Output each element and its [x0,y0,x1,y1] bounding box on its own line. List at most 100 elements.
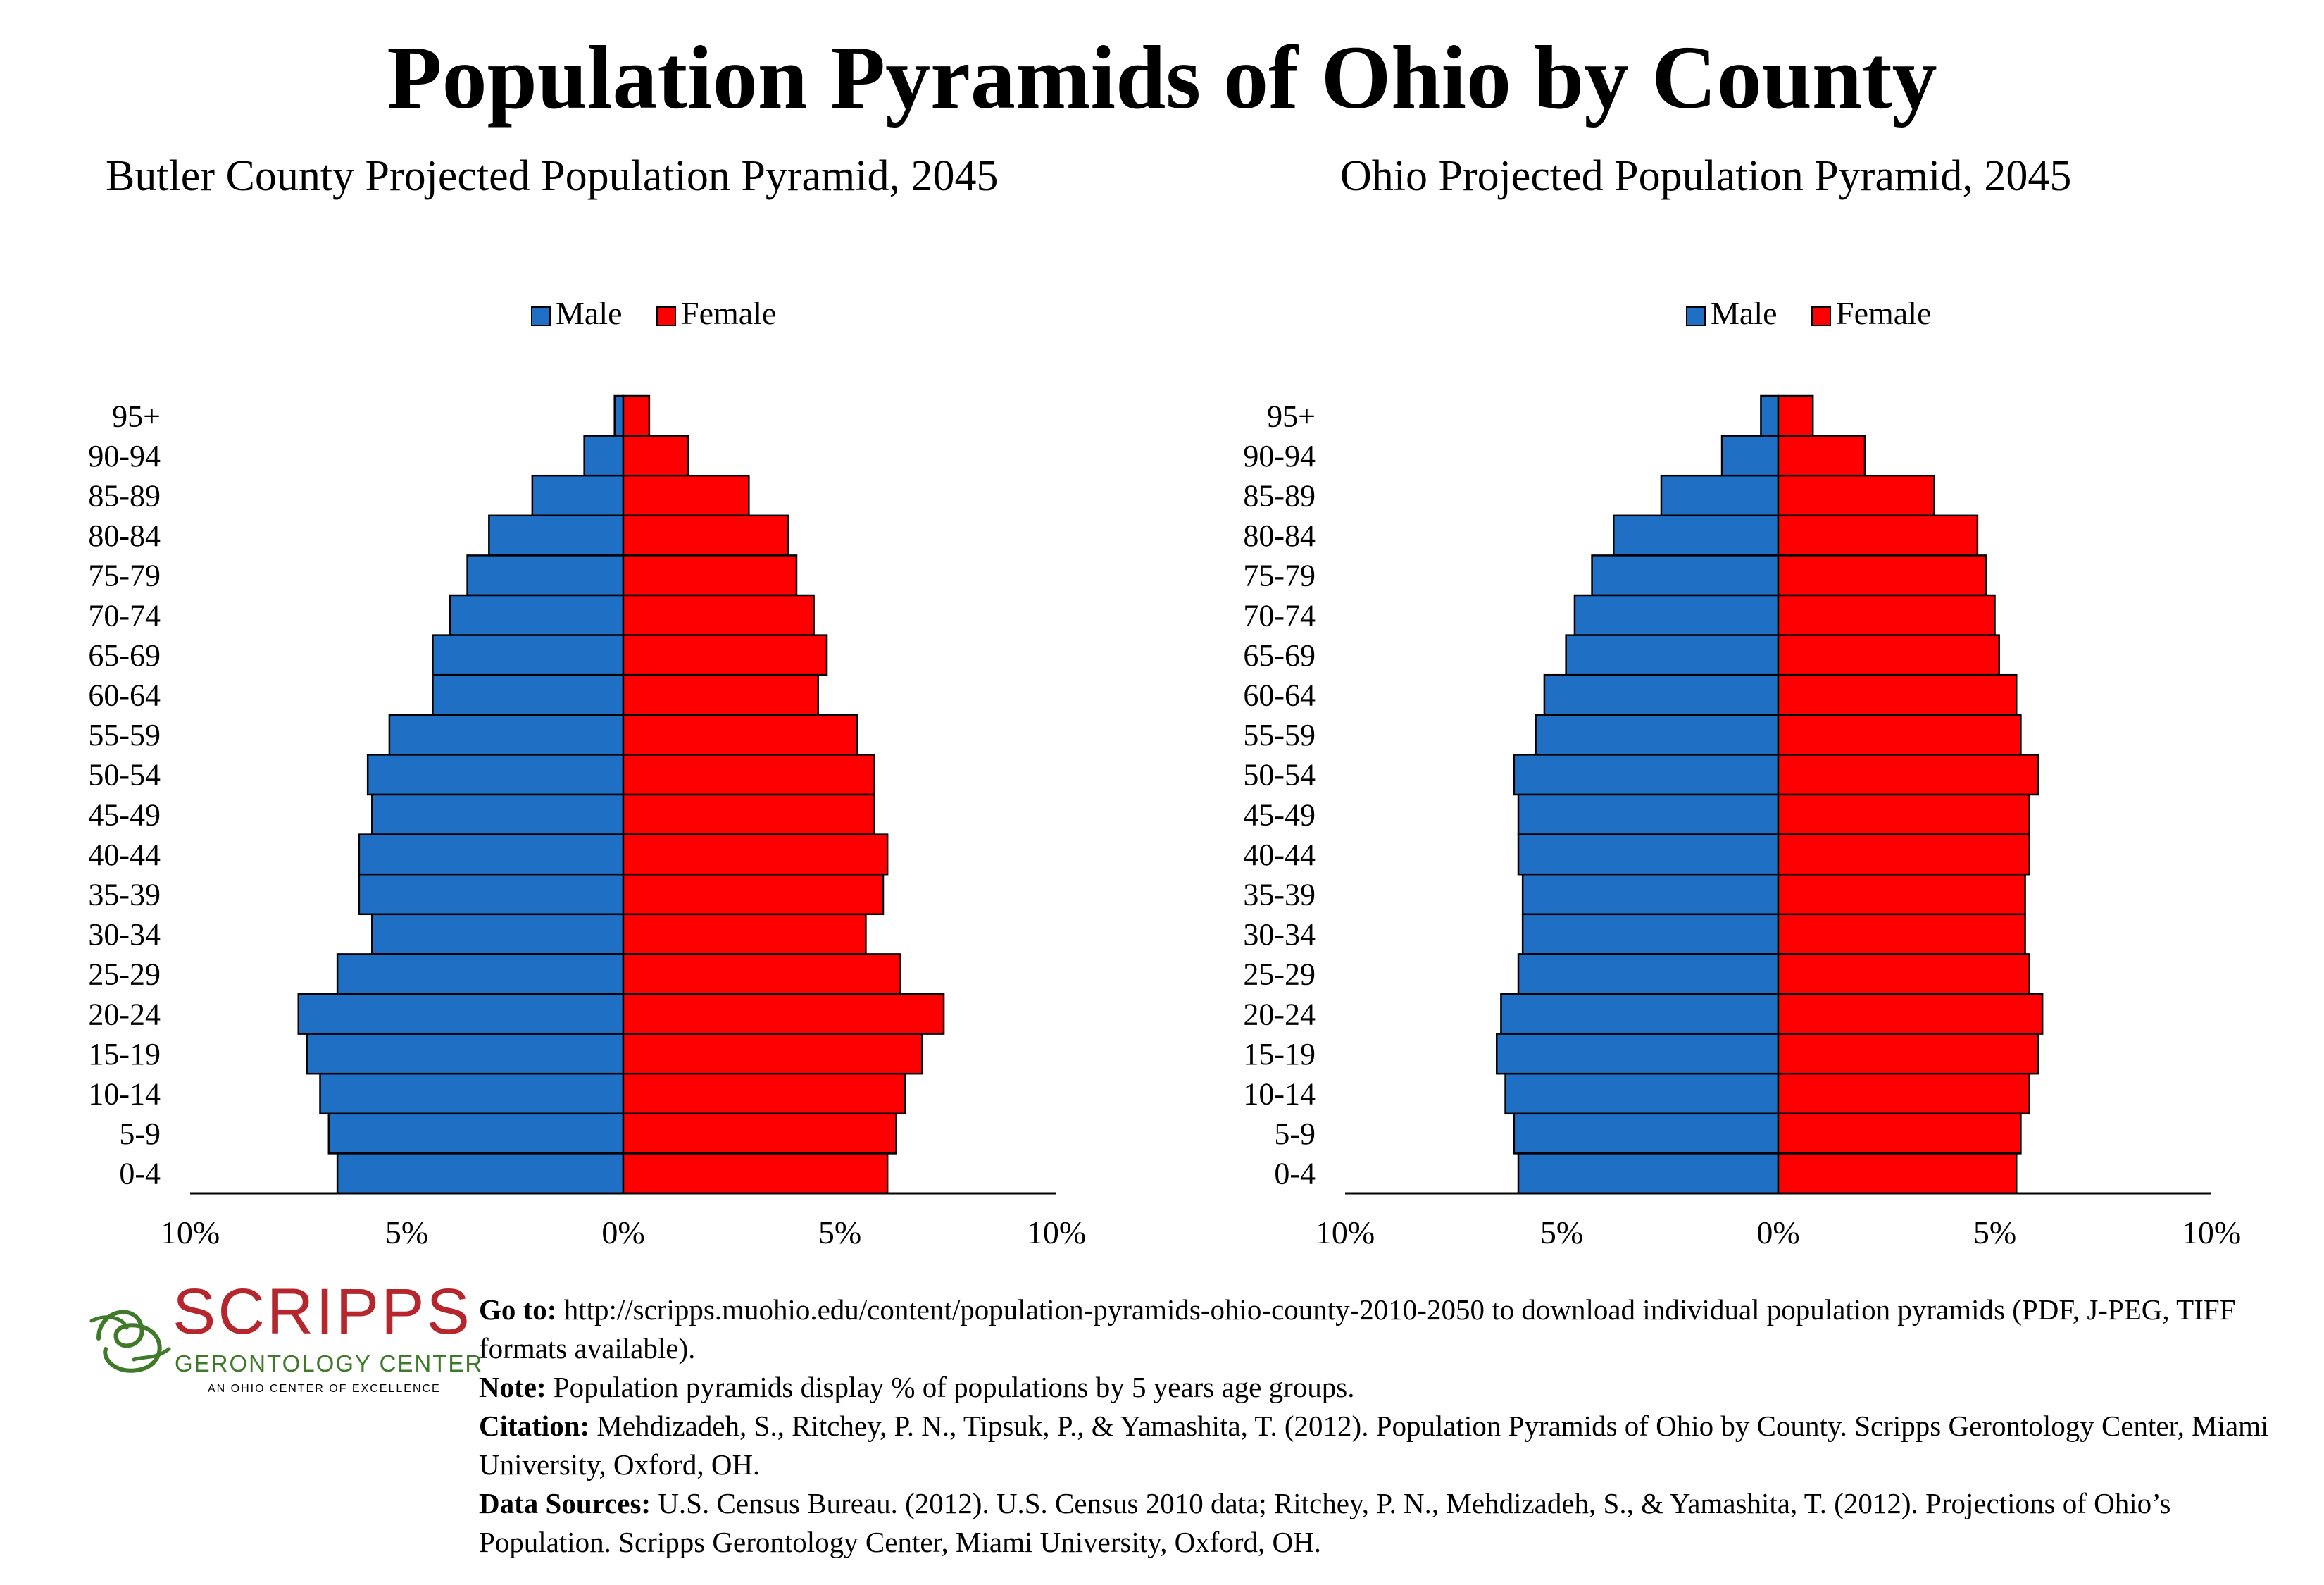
bar-female-50-54 [622,754,875,796]
footnote-note: Note: Population pyramids display % of p… [479,1368,2310,1407]
age-label-60-64: 60-64 [1243,678,1316,713]
x-tick-label: 0% [1756,1214,1799,1250]
bar-female-30-34 [1777,913,2026,955]
age-label-80-84: 80-84 [88,518,161,553]
logo-subtitle: GERONTOLOGY CENTER [175,1350,484,1376]
bar-male-75-79 [1591,554,1780,597]
bar-male-65-69 [432,634,625,676]
age-label-55-59: 55-59 [88,718,161,752]
age-label-30-34: 30-34 [88,917,161,952]
bar-male-5-9 [1513,1112,1780,1155]
x-tick-label: 5% [385,1214,428,1250]
bar-male-90-94 [583,435,625,477]
logo-wordmark: SCRIPPS [173,1276,472,1348]
age-label-90-94: 90-94 [1243,439,1316,473]
bar-male-75-79 [466,554,625,597]
legend-label-female: Female [681,295,776,331]
bar-female-95+ [1777,394,1814,437]
age-label-90-94: 90-94 [88,439,161,473]
bar-female-10-14 [622,1072,906,1115]
bar-male-50-54 [366,754,625,796]
age-label-25-29: 25-29 [1243,957,1316,992]
bar-female-60-64 [622,673,819,716]
bar-female-65-69 [622,634,828,676]
x-tick-label: 10% [2182,1214,2241,1250]
age-label-0-4: 0-4 [1274,1157,1316,1191]
bar-male-60-64 [432,673,625,716]
age-label-60-64: 60-64 [88,678,161,713]
footnote-text: U.S. Census Bureau. (2012). U.S. Census … [479,1487,2171,1558]
bar-male-35-39 [358,873,625,916]
logo-tagline: AN OHIO CENTER OF EXCELLENCE [208,1383,441,1395]
bar-female-80-84 [1777,514,1979,557]
butler-pyramid-chart: Male Female 95+ 90-94 85-89 80-84 75-79 70-74 65… [88,295,1086,1250]
age-label-5-9: 5-9 [1274,1117,1316,1151]
age-label-5-9: 5-9 [119,1117,161,1151]
x-tick-label: 10% [1316,1214,1375,1250]
age-label-95+: 95+ [1267,399,1316,433]
age-label-15-19: 15-19 [1243,1037,1316,1071]
bar-female-60-64 [1777,673,2018,716]
bar-female-90-94 [1777,435,1866,477]
bar-female-20-24 [1777,993,2044,1035]
bar-male-30-34 [1521,913,1780,955]
bar-male-95+ [1760,394,1780,437]
bar-male-80-84 [488,514,625,557]
x-tick-label: 0% [601,1214,644,1250]
footnote-label: Citation: [479,1410,590,1442]
bar-male-65-69 [1565,634,1780,676]
bar-male-70-74 [1573,594,1780,636]
footnote-link-text[interactable]: http://scripps.muohio.edu/content/popula… [479,1293,2236,1365]
bar-male-80-84 [1613,514,1780,557]
age-label-75-79: 75-79 [1243,559,1316,593]
bar-male-85-89 [1660,474,1780,517]
x-tick-label: 10% [161,1214,220,1250]
age-label-25-29: 25-29 [88,957,161,992]
bar-female-40-44 [622,833,889,876]
bar-female-70-74 [622,594,815,636]
bar-female-25-29 [1777,953,2030,995]
bar-female-15-19 [622,1033,923,1075]
bar-female-65-69 [1777,634,2000,676]
legend-swatch-female [1811,306,1831,326]
age-label-20-24: 20-24 [1243,997,1316,1031]
age-label-75-79: 75-79 [88,559,161,593]
bar-female-20-24 [622,993,945,1035]
x-tick-label: 5% [818,1214,861,1250]
footnote-citation: Citation: Mehdizadeh, S., Ritchey, P. N.… [479,1407,2310,1484]
bar-female-80-84 [622,514,789,557]
bar-female-45-49 [622,793,875,835]
bar-male-95+ [613,394,625,437]
bar-male-15-19 [306,1033,625,1075]
footnote-label: Go to: [479,1293,557,1326]
age-label-20-24: 20-24 [88,997,161,1031]
age-label-45-49: 45-49 [88,797,161,832]
bar-male-40-44 [358,833,625,876]
bar-female-85-89 [622,474,750,517]
legend-swatch-female [656,306,676,326]
bar-male-85-89 [531,474,625,517]
bar-male-20-24 [297,993,625,1035]
bar-female-10-14 [1777,1072,2030,1115]
x-tick-label: 10% [1027,1214,1086,1250]
bar-male-30-34 [371,913,625,955]
age-label-70-74: 70-74 [88,598,161,633]
bar-male-55-59 [1535,714,1780,756]
scripps-logo: SCRIPPS GERONTOLOGY CENTER AN OHIO CENTE… [85,1276,482,1409]
age-label-85-89: 85-89 [1243,479,1316,514]
footnote-data-sources: Data Sources: U.S. Census Bureau. (2012)… [479,1484,2310,1562]
age-label-85-89: 85-89 [88,479,161,514]
x-tick-label: 5% [1540,1214,1583,1250]
bar-female-55-59 [1777,714,2022,756]
bar-female-0-4 [1777,1152,2018,1195]
bar-male-40-44 [1517,833,1780,876]
x-tick-label: 5% [1973,1214,2016,1250]
bar-female-85-89 [1777,474,1935,517]
bar-male-25-29 [336,953,625,995]
bar-female-90-94 [622,435,689,477]
ohio-pyramid-chart: Male Female 95+ 90-94 85-89 80-84 75-79 70-74 65… [1243,295,2241,1250]
age-label-0-4: 0-4 [119,1157,161,1191]
age-label-70-74: 70-74 [1243,598,1316,633]
bar-male-10-14 [319,1072,625,1115]
legend-label-male: Male [556,295,623,331]
